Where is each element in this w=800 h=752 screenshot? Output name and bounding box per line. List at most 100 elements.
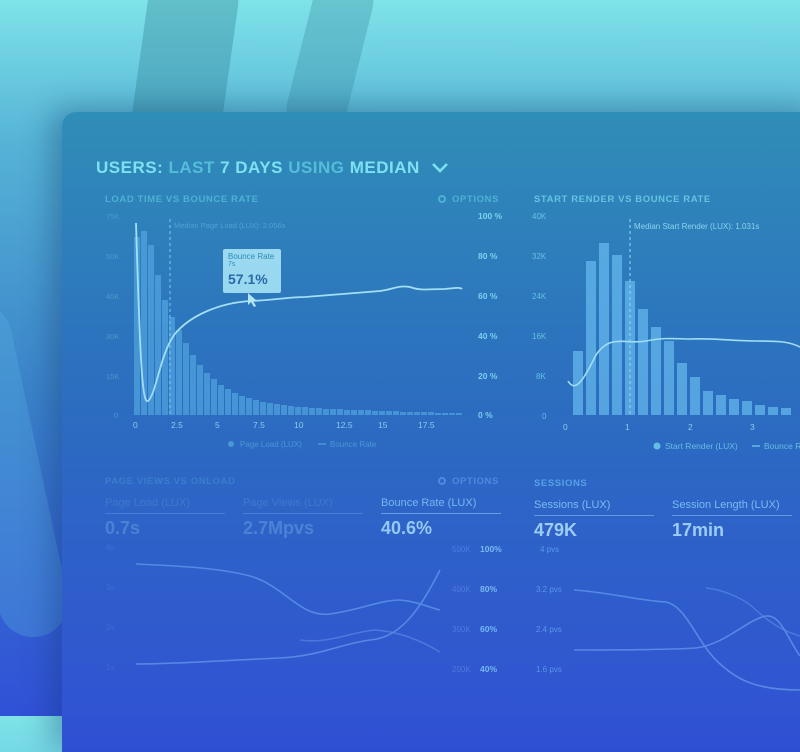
tick-label: 8K	[536, 372, 546, 381]
tooltip-title: Bounce Rate	[228, 252, 275, 261]
tick-label: 5	[215, 420, 220, 430]
bounce-rate-line	[567, 337, 800, 387]
tick-label: 3	[750, 422, 755, 432]
tick-label: 1s	[106, 663, 114, 672]
tick-label: 500K	[452, 545, 471, 554]
tick-label: 50K	[106, 252, 119, 261]
monitor-screen	[62, 112, 800, 752]
tick-label: 2	[688, 422, 693, 432]
tick-label: 200K	[452, 665, 471, 674]
metric-label: Session Length (LUX)	[672, 499, 780, 511]
metric-label: Page Load (LUX)	[105, 497, 190, 509]
metric-value: 40.6%	[381, 518, 433, 538]
series-line	[573, 589, 800, 691]
divider	[672, 515, 792, 516]
tick-label: 15K	[106, 372, 119, 381]
legend-label: Bounce Rate	[330, 440, 377, 449]
median-label: Median Page Load (LUX): 2.056s	[174, 221, 286, 230]
tick-label: 80%	[480, 584, 497, 594]
title-users: USERS:	[96, 158, 164, 177]
series-line	[135, 563, 441, 616]
tick-label: 2.4 pvs	[536, 625, 562, 634]
tick-label: 80 %	[478, 251, 498, 261]
bounce-tooltip: Bounce Rate 7s 57.1%	[223, 249, 281, 293]
tooltip-value: 57.1%	[228, 271, 268, 287]
tick-label: 24K	[532, 292, 547, 301]
tick-label: 60%	[480, 624, 497, 634]
tick-label: 4s	[106, 543, 114, 552]
gear-icon	[438, 195, 446, 203]
sessions-chart: 4 pvs 3.2 pvs 2.4 pvs 1.6 pvs	[536, 545, 800, 691]
render-bounce-chart: 40K 32K 24K 16K 8K 0 Median Start Render…	[532, 212, 800, 451]
metric-value: 0.7s	[105, 518, 141, 538]
render-bars	[573, 243, 791, 415]
tick-label: 7.5	[253, 420, 265, 430]
load-bars	[134, 231, 462, 415]
divider	[243, 513, 363, 514]
metric-value: 2.7Mpvs	[243, 518, 315, 538]
legend-dot	[228, 441, 234, 447]
divider	[534, 515, 654, 516]
tick-label: 300K	[452, 625, 471, 634]
cursor-icon	[248, 293, 257, 307]
dashboard-title[interactable]: USERS: LAST 7 DAYS USING MEDIAN	[96, 158, 449, 179]
tick-label: 40K	[532, 212, 547, 221]
title-range: 7 DAYS	[220, 158, 283, 177]
y-left-ticks: 4s 3s 2s 1s	[106, 543, 114, 672]
y-mid-ticks: 500K 400K 300K 200K	[452, 545, 471, 674]
divider	[381, 513, 501, 514]
views-panel-title: PAGE VIEWS VS ONLOAD	[105, 476, 236, 487]
tick-label: 16K	[532, 332, 547, 341]
legend-label: Page Load (LUX)	[240, 440, 302, 449]
metric-label: Bounce Rate (LUX)	[381, 497, 477, 509]
tick-label: 1	[625, 422, 630, 432]
tick-label: 0	[114, 411, 118, 420]
tick-label: 40%	[480, 664, 497, 674]
divider	[105, 513, 225, 514]
options-button[interactable]: OPTIONS	[438, 194, 499, 205]
tick-label: 20 %	[478, 371, 498, 381]
tick-label: 60 %	[478, 291, 498, 301]
series-line	[299, 629, 441, 653]
tick-label: 100 %	[478, 211, 503, 221]
tick-label: 30K	[106, 332, 119, 341]
legend-label: Start Render (LUX)	[665, 441, 738, 451]
series-line	[135, 569, 441, 665]
load-bounce-chart: 75K 50K 45K 30K 15K 0 100 % 80 % 60 % 40…	[106, 211, 503, 449]
metric-label: Sessions (LUX)	[534, 499, 611, 511]
options-button[interactable]: OPTIONS	[438, 476, 499, 487]
title-median: MEDIAN	[349, 158, 420, 177]
tick-label: 75K	[106, 212, 119, 221]
series-line	[705, 587, 800, 637]
metric-label: Page Views (LUX)	[243, 497, 333, 509]
tick-label: 45K	[106, 292, 119, 301]
tick-label: 12.5	[336, 420, 353, 430]
tick-label: 40 %	[478, 331, 498, 341]
title-last: LAST	[168, 158, 215, 177]
options-label: OPTIONS	[452, 194, 499, 205]
y-left-ticks: 75K 50K 45K 30K 15K 0	[106, 212, 119, 420]
tick-label: 2s	[106, 623, 114, 632]
tick-label: 0 %	[478, 410, 493, 420]
load-panel-title: LOAD TIME VS BOUNCE RATE	[105, 194, 259, 205]
tick-label: 0	[542, 412, 547, 421]
gear-icon	[438, 477, 446, 485]
tick-label: 10	[294, 420, 304, 430]
chevron-down-icon[interactable]	[431, 159, 449, 179]
tick-label: 2.5	[171, 420, 183, 430]
tick-label: 3.2 pvs	[536, 585, 562, 594]
tick-label: 17.5	[418, 420, 435, 430]
bounce-rate-line	[135, 222, 463, 402]
tick-label: 0	[133, 420, 138, 430]
options-label: OPTIONS	[452, 476, 499, 487]
tick-label: 4 pvs	[540, 545, 559, 554]
tick-label: 15	[378, 420, 388, 430]
tooltip-sub: 7s	[228, 261, 236, 268]
sessions-panel-title: SESSIONS	[534, 478, 588, 489]
tick-label: 3s	[106, 583, 114, 592]
tick-label: 400K	[452, 585, 471, 594]
tick-label: 1.6 pvs	[536, 665, 562, 674]
median-label: Median Start Render (LUX): 1.031s	[634, 222, 759, 231]
title-using: USING	[288, 158, 345, 177]
series-line	[573, 615, 800, 657]
